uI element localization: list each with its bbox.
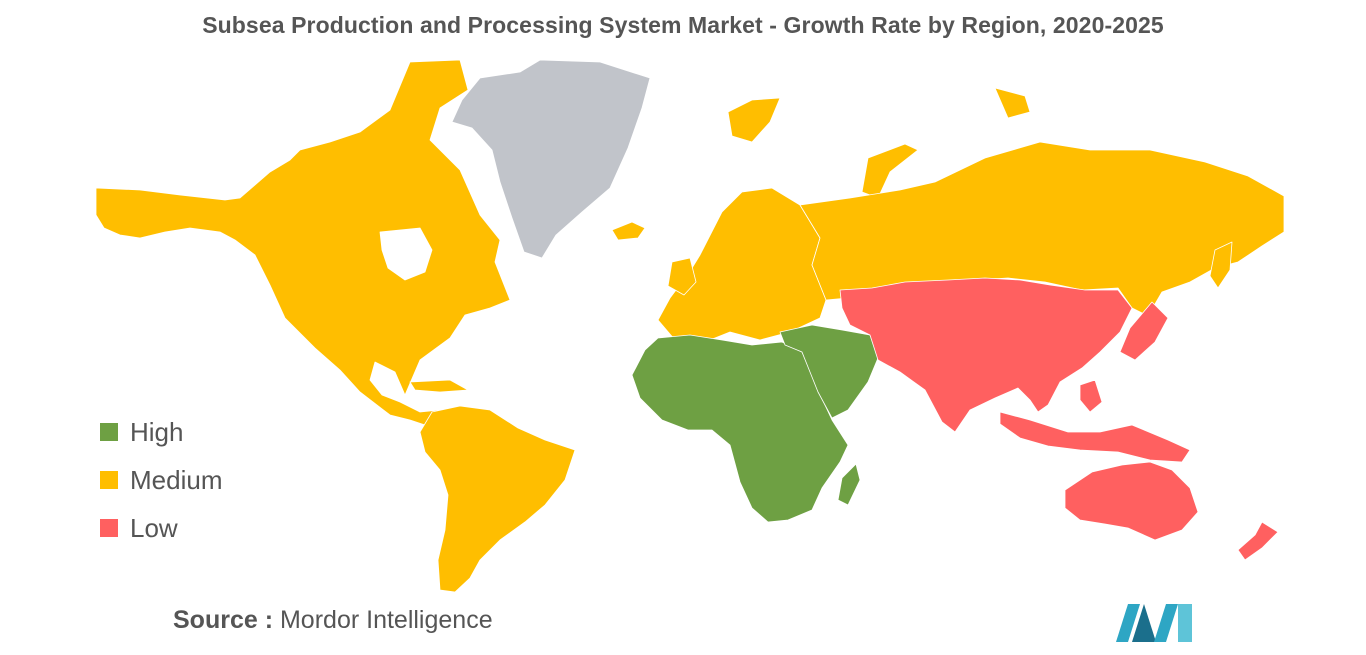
region-kamchatka: [1209, 241, 1233, 289]
legend-swatch-medium: [100, 471, 118, 489]
source-note: Source : Mordor Intelligence: [173, 606, 493, 635]
region-severnaya: [994, 87, 1031, 119]
region-south-america: [419, 405, 576, 593]
region-iceland: [611, 221, 646, 241]
map-title: Subsea Production and Processing System …: [202, 12, 1164, 38]
region-japan: [1119, 301, 1169, 361]
world-map: [95, 59, 1285, 593]
legend-label-high: High: [130, 416, 184, 447]
region-north-america: [95, 59, 511, 426]
region-caribbean: [409, 379, 469, 393]
region-madagascar: [837, 463, 861, 506]
region-novaya-zemlya: [861, 143, 919, 199]
region-new-zealand: [1237, 521, 1279, 561]
region-asia: [839, 277, 1133, 433]
legend-item-medium: Medium: [100, 456, 222, 504]
source-key: Source :: [173, 606, 274, 634]
legend-item-low: Low: [100, 504, 222, 552]
region-greenland: [451, 59, 651, 259]
legend-swatch-low: [100, 519, 118, 537]
legend-label-low: Low: [130, 512, 178, 543]
region-indonesia: [999, 411, 1191, 463]
legend-item-high: High: [100, 408, 222, 456]
region-philippines: [1079, 379, 1103, 413]
region-australia: [1064, 461, 1199, 541]
region-uk: [667, 257, 697, 296]
source-value: Mordor Intelligence: [279, 606, 493, 634]
legend-label-medium: Medium: [130, 464, 223, 495]
region-middle-east: [779, 324, 879, 419]
mordor-intelligence-logo-icon: [1116, 604, 1192, 642]
legend-swatch-high: [100, 423, 118, 441]
legend: High Medium Low: [100, 408, 222, 552]
region-africa: [631, 334, 849, 523]
region-svalbard: [727, 97, 781, 143]
